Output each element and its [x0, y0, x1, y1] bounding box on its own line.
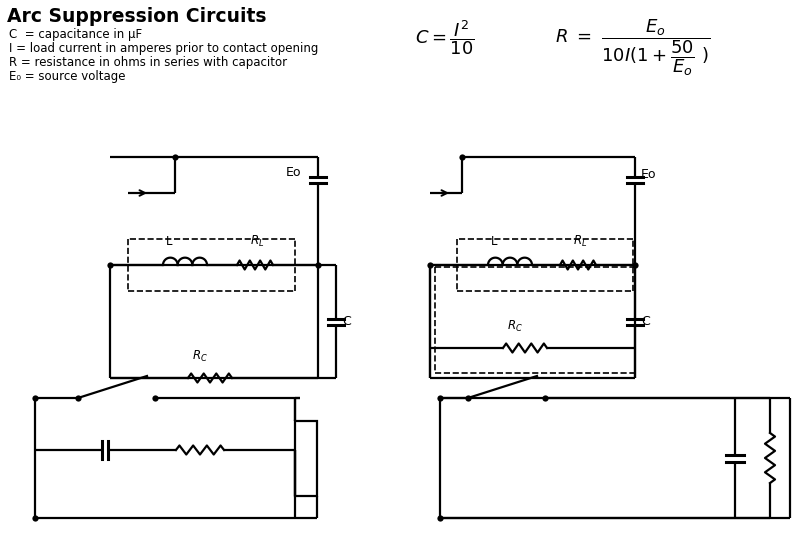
Text: $R_C$: $R_C$: [507, 319, 523, 334]
Text: $R_L$: $R_L$: [250, 234, 264, 249]
Text: $R_C$: $R_C$: [192, 349, 208, 364]
Text: R = resistance in ohms in series with capacitor: R = resistance in ohms in series with ca…: [9, 56, 287, 69]
Text: I = load current in amperes prior to contact opening: I = load current in amperes prior to con…: [9, 42, 319, 55]
Text: $R_L$: $R_L$: [573, 234, 587, 249]
Text: Arc Suppression Circuits: Arc Suppression Circuits: [7, 7, 266, 26]
Text: C: C: [342, 315, 351, 328]
Text: $R\ =\ \dfrac{E_o}{10I(1+\dfrac{50}{E_o}\ )}$: $R\ =\ \dfrac{E_o}{10I(1+\dfrac{50}{E_o}…: [555, 18, 710, 78]
Text: C: C: [641, 315, 650, 328]
Text: $C = \dfrac{I^2}{10}$: $C = \dfrac{I^2}{10}$: [415, 18, 475, 57]
Bar: [295, 421, 317, 496]
Text: L: L: [166, 235, 172, 248]
Text: E₀ = source voltage: E₀ = source voltage: [9, 70, 125, 83]
Text: Eo: Eo: [286, 166, 302, 179]
Text: C  = capacitance in μF: C = capacitance in μF: [9, 28, 142, 41]
Text: L: L: [491, 235, 498, 248]
Text: Eo: Eo: [641, 168, 656, 182]
